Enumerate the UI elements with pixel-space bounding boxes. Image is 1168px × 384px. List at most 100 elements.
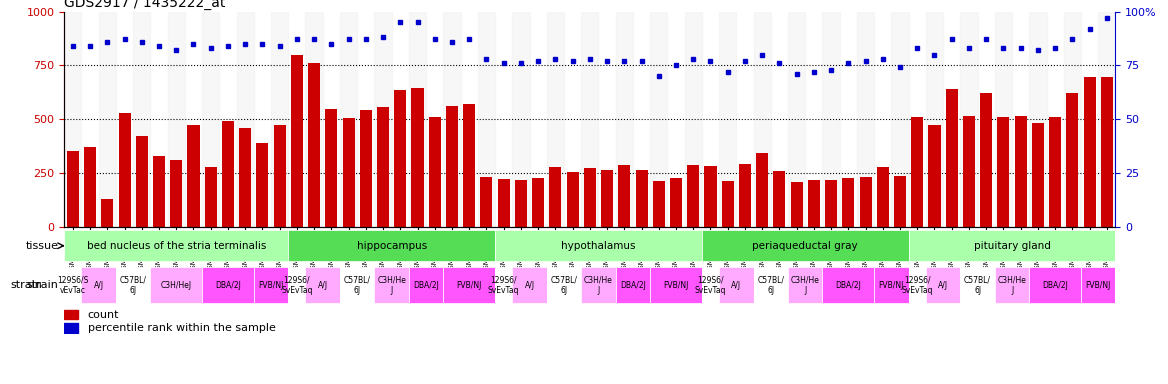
Bar [756, 154, 769, 227]
Text: bed nucleus of the stria terminalis: bed nucleus of the stria terminalis [86, 241, 266, 251]
Bar [342, 118, 355, 227]
Bar [877, 167, 889, 227]
Text: strain: strain [11, 280, 42, 290]
Bar [429, 117, 440, 227]
Bar [1084, 77, 1096, 227]
Bar [99, 12, 116, 227]
Bar [962, 116, 975, 227]
Text: hippocampus: hippocampus [356, 241, 426, 251]
FancyBboxPatch shape [651, 267, 702, 303]
Bar [1031, 123, 1044, 227]
FancyBboxPatch shape [1080, 267, 1115, 303]
Bar [946, 89, 958, 227]
Text: 129S6/S
vEvTac: 129S6/S vEvTac [57, 275, 89, 295]
Bar [171, 160, 182, 227]
Bar [1015, 116, 1027, 227]
Bar [239, 127, 251, 227]
Bar [684, 12, 702, 227]
Bar [808, 180, 820, 227]
FancyBboxPatch shape [82, 267, 116, 303]
FancyBboxPatch shape [1029, 267, 1080, 303]
FancyBboxPatch shape [202, 267, 253, 303]
Bar [478, 12, 495, 227]
FancyBboxPatch shape [340, 267, 375, 303]
FancyBboxPatch shape [753, 267, 788, 303]
Text: C3H/He
J: C3H/He J [997, 275, 1027, 295]
Text: DBA/2J: DBA/2J [413, 281, 439, 290]
Bar [891, 12, 909, 227]
Bar [911, 117, 923, 227]
FancyBboxPatch shape [64, 267, 82, 303]
Bar [308, 63, 320, 227]
FancyBboxPatch shape [409, 267, 444, 303]
Bar [926, 12, 943, 227]
Bar [118, 113, 131, 227]
Bar [498, 179, 509, 227]
Text: A/J: A/J [318, 281, 328, 290]
FancyBboxPatch shape [788, 267, 822, 303]
Bar [340, 12, 357, 227]
Bar [168, 12, 185, 227]
Text: 129S6/
SvEvTaq: 129S6/ SvEvTaq [695, 275, 726, 295]
FancyBboxPatch shape [926, 267, 960, 303]
Text: FVB/NJ: FVB/NJ [258, 281, 284, 290]
Bar [153, 156, 165, 227]
Bar [722, 181, 734, 227]
Text: tissue: tissue [26, 241, 58, 251]
FancyBboxPatch shape [288, 267, 306, 303]
Bar [395, 90, 406, 227]
Bar [894, 176, 906, 227]
Bar [1029, 12, 1047, 227]
FancyBboxPatch shape [616, 267, 651, 303]
Bar [409, 12, 426, 227]
Text: pituitary gland: pituitary gland [974, 241, 1050, 251]
Bar [375, 12, 391, 227]
Bar [1064, 12, 1080, 227]
FancyBboxPatch shape [495, 230, 702, 262]
FancyBboxPatch shape [960, 267, 995, 303]
Bar [291, 55, 303, 227]
Bar [822, 12, 840, 227]
Text: C57BL/
6J: C57BL/ 6J [119, 275, 147, 295]
FancyBboxPatch shape [495, 267, 513, 303]
Bar [377, 107, 389, 227]
FancyBboxPatch shape [909, 267, 926, 303]
Text: C3H/He
J: C3H/He J [377, 275, 406, 295]
FancyBboxPatch shape [253, 267, 288, 303]
Bar [533, 178, 544, 227]
Bar [584, 169, 596, 227]
Text: DBA/2J: DBA/2J [215, 281, 241, 290]
Bar [773, 170, 785, 227]
Bar [1049, 117, 1062, 227]
Bar [980, 93, 993, 227]
Text: A/J: A/J [731, 281, 742, 290]
FancyBboxPatch shape [116, 267, 151, 303]
FancyBboxPatch shape [444, 267, 495, 303]
Bar [549, 167, 562, 227]
Text: C57BL/
6J: C57BL/ 6J [550, 275, 577, 295]
Bar [566, 172, 578, 227]
Bar [602, 170, 613, 227]
Bar [513, 12, 529, 227]
Text: DBA/2J: DBA/2J [620, 281, 646, 290]
FancyBboxPatch shape [702, 230, 909, 262]
Bar [257, 143, 269, 227]
Text: 129S6/
SvEvTaq: 129S6/ SvEvTaq [488, 275, 520, 295]
Bar [64, 12, 82, 227]
Bar [326, 109, 338, 227]
Bar [860, 177, 871, 227]
Bar [202, 12, 220, 227]
Bar [446, 106, 458, 227]
FancyBboxPatch shape [306, 267, 340, 303]
Bar [791, 182, 802, 227]
Bar [135, 136, 148, 227]
Text: DBA/2J: DBA/2J [1042, 281, 1068, 290]
FancyBboxPatch shape [375, 267, 409, 303]
Text: C3H/HeJ: C3H/HeJ [161, 281, 192, 290]
Text: C3H/He
J: C3H/He J [584, 275, 613, 295]
Text: C57BL/
6J: C57BL/ 6J [343, 275, 370, 295]
Bar [515, 180, 527, 227]
Bar [960, 12, 978, 227]
Bar [753, 12, 771, 227]
Bar [204, 167, 217, 227]
